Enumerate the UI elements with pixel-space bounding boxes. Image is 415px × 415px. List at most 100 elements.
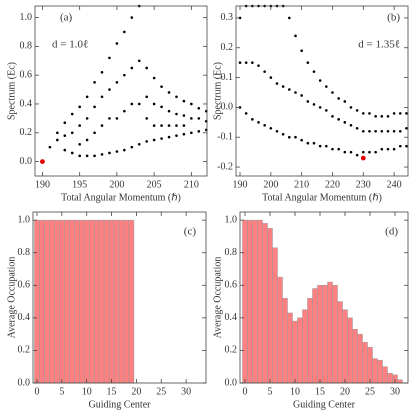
point xyxy=(374,150,377,154)
point xyxy=(197,130,201,133)
y-axis-label: Average Occupation xyxy=(212,257,223,339)
point xyxy=(167,135,171,139)
bar xyxy=(337,301,343,384)
point xyxy=(145,140,148,143)
y-tick-label: 1.0 xyxy=(20,12,33,23)
point xyxy=(100,153,104,156)
x-tick-label: 190 xyxy=(233,179,248,190)
bar xyxy=(98,219,105,384)
bar xyxy=(332,285,338,384)
x-axis-label: Total Angular Momentum (ℏ) xyxy=(61,192,181,203)
point xyxy=(275,82,279,85)
point xyxy=(398,129,402,133)
bar xyxy=(367,346,373,384)
point xyxy=(167,91,171,94)
point xyxy=(238,106,242,109)
x-tick-label: 200 xyxy=(109,179,124,190)
point xyxy=(349,150,353,154)
point xyxy=(318,79,322,82)
bar xyxy=(54,219,60,384)
point xyxy=(70,131,74,135)
annotation: d = 1.0ℓ xyxy=(52,39,88,51)
y-tick-label: -0.1 xyxy=(217,132,233,143)
x-tick-label: 15 xyxy=(107,386,117,397)
bar xyxy=(252,219,258,384)
point xyxy=(115,81,119,84)
point xyxy=(362,150,365,154)
point xyxy=(318,106,322,109)
point xyxy=(294,34,297,38)
point xyxy=(182,124,186,127)
bar xyxy=(282,298,288,384)
point xyxy=(137,102,141,106)
bar xyxy=(362,342,368,384)
point xyxy=(355,126,359,130)
point xyxy=(362,112,365,115)
bar xyxy=(342,309,348,384)
point xyxy=(130,66,134,70)
point xyxy=(78,105,81,109)
y-tick-label: 0.6 xyxy=(20,69,33,80)
bar xyxy=(83,219,90,384)
x-tick-label: 0 xyxy=(243,386,248,397)
point xyxy=(56,138,59,142)
point xyxy=(288,16,291,20)
point xyxy=(318,144,322,148)
annotation: (d) xyxy=(385,226,398,238)
point xyxy=(355,109,359,112)
x-tick-label: 10 xyxy=(290,386,300,397)
bar xyxy=(287,312,293,384)
point xyxy=(63,121,67,124)
point xyxy=(263,70,266,73)
point xyxy=(374,115,377,118)
point xyxy=(362,129,365,133)
point xyxy=(108,88,111,91)
annotation: d = 1.35ℓ xyxy=(358,39,400,51)
y-tick-label: 0.8 xyxy=(18,247,31,258)
y-tick-label: 1.0 xyxy=(18,214,31,225)
point xyxy=(300,138,303,142)
point xyxy=(160,85,163,88)
point xyxy=(343,150,347,154)
x-axis-label: Guiding Center xyxy=(89,399,152,410)
point xyxy=(63,148,67,152)
point xyxy=(368,150,371,154)
point xyxy=(48,145,52,149)
bar xyxy=(277,276,283,384)
point xyxy=(343,121,347,124)
point xyxy=(331,147,334,151)
point xyxy=(145,95,148,99)
x-tick-label: 30 xyxy=(181,386,191,397)
point xyxy=(300,94,303,97)
point xyxy=(145,117,148,120)
frame xyxy=(235,5,409,177)
x-tick-label: 25 xyxy=(156,386,166,397)
point xyxy=(108,56,111,60)
point xyxy=(380,115,384,118)
point xyxy=(130,16,134,19)
bar xyxy=(93,219,100,384)
point xyxy=(360,155,366,161)
x-tick-label: 240 xyxy=(387,179,402,190)
bar xyxy=(78,219,85,384)
y-axis-label: Average Occupation xyxy=(6,257,17,339)
point xyxy=(386,129,390,133)
x-tick-label: 5 xyxy=(59,386,64,397)
bar xyxy=(247,219,253,384)
y-tick-label: 1.0 xyxy=(225,214,238,225)
bar xyxy=(242,219,248,384)
point xyxy=(288,88,291,91)
x-tick-label: 230 xyxy=(356,179,371,190)
bar xyxy=(312,288,318,384)
point xyxy=(78,143,81,146)
y-tick-label: 0.8 xyxy=(225,247,238,258)
point xyxy=(152,102,156,106)
point xyxy=(167,109,171,113)
point xyxy=(398,144,402,148)
bar xyxy=(357,333,363,384)
point xyxy=(257,64,260,67)
bar xyxy=(387,372,393,384)
point xyxy=(405,144,408,148)
point xyxy=(197,117,201,120)
y-tick-label: 0.0 xyxy=(20,156,33,167)
